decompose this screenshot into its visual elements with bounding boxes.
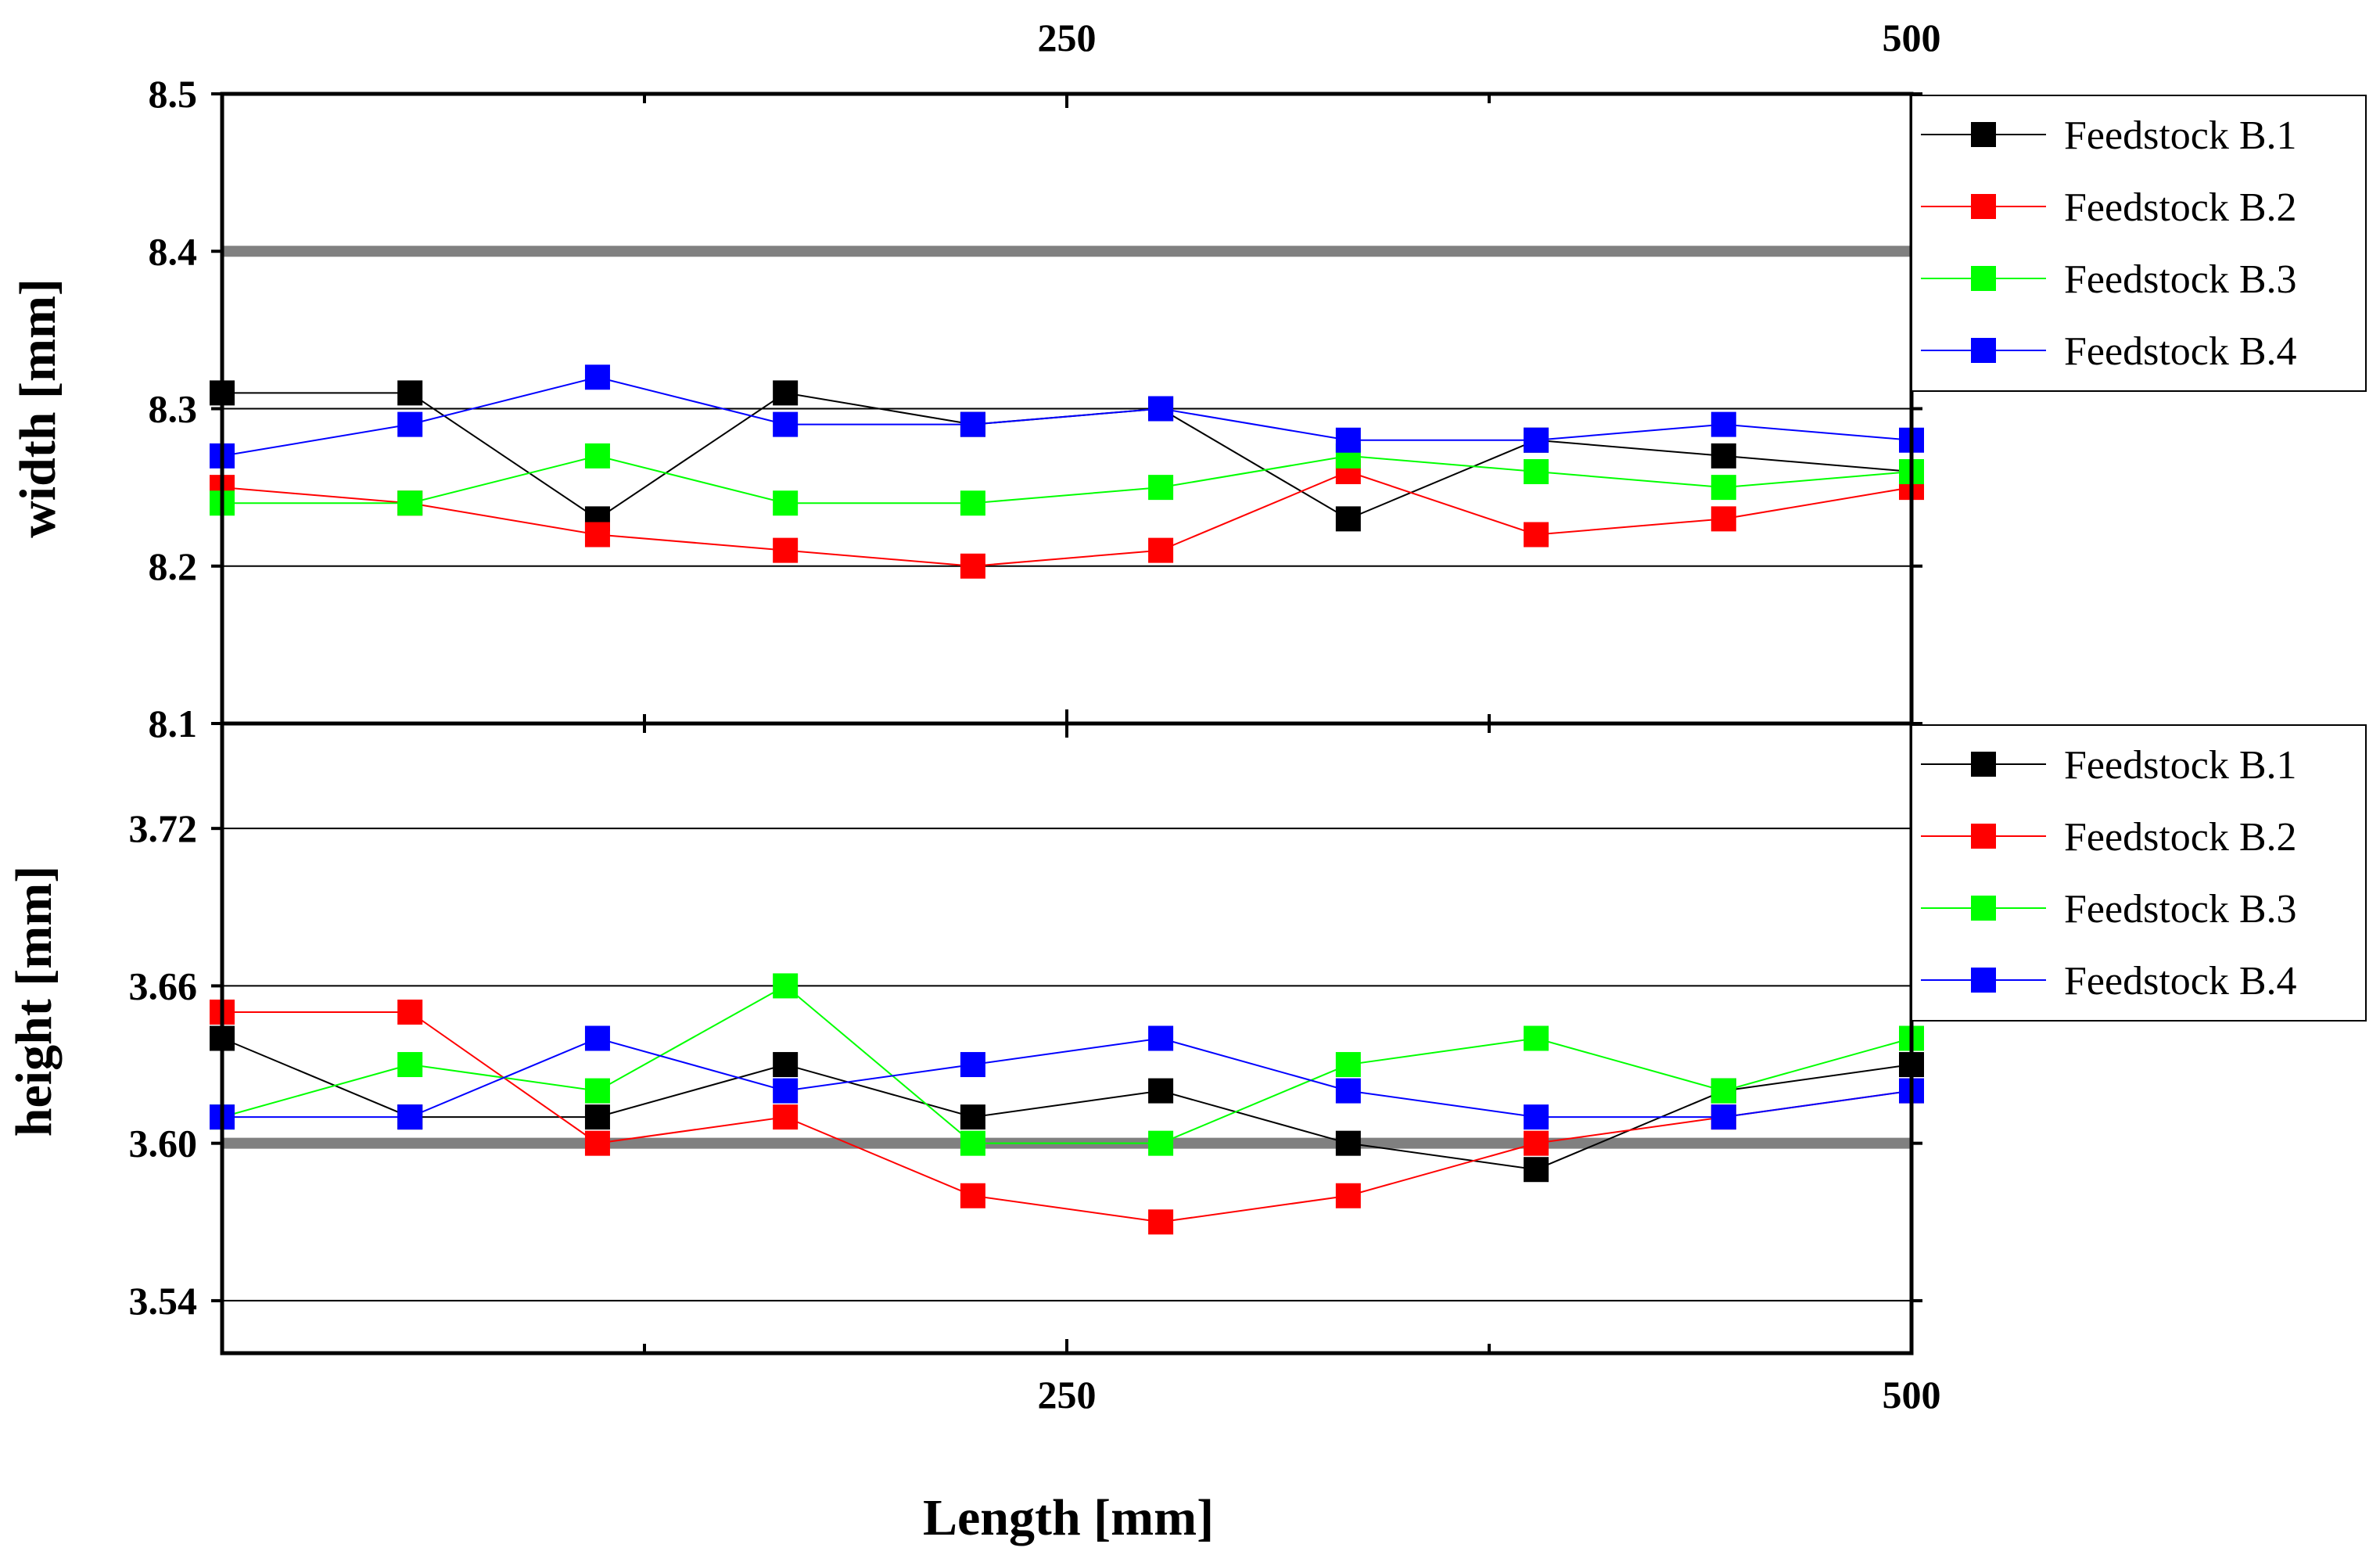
height-panel: 3.54 3.60 3.66 3.72 250 500 height [mm] [5,721,1941,1417]
series-4-point [1524,1104,1549,1130]
y-axis-title: height [mm] [5,866,63,1136]
series-3-point [960,1130,985,1156]
y-tick-label: 3.54 [129,1279,198,1323]
series-3-point [584,1078,610,1104]
width-panel: 8.1 8.2 8.3 8.4 8.5 250 500 width [mm] [9,16,1941,745]
series-2-point [1335,1183,1361,1208]
x-tick-label: 500 [1883,16,1941,59]
x-axis-title: Length [mm] [923,1489,1214,1546]
series-2-point [584,522,610,548]
series-1-point [1335,1130,1361,1156]
series-1-point [960,1104,985,1130]
series-2-point [1524,1130,1549,1156]
series-4-point [584,364,610,390]
series-2-point [960,553,985,579]
series-4-point [960,411,985,437]
legend-label-4: Feedstock B.4 [2064,959,2297,1004]
x-tick-label: 250 [1038,16,1097,59]
series-1-point [1335,506,1361,532]
legend-marker-4 [1971,338,1996,363]
legend-marker-4 [1971,968,1996,993]
series-2-point [773,537,799,563]
y-tick-label: 3.72 [129,806,198,850]
series-2-point [584,1130,610,1156]
series-4-point [397,1104,423,1130]
series-3-point [1711,1078,1736,1104]
series-2-point [1524,522,1549,548]
legend-marker-2 [1971,194,1996,219]
series-1-point [773,1052,799,1078]
series-3-point [773,973,799,999]
series-3-point [773,490,799,516]
series-4-point [1335,1078,1361,1104]
legend-label-1: Feedstock B.1 [2064,743,2297,788]
series-4-point [584,1025,610,1051]
series-line-3 [221,985,1912,1144]
y-tick-label: 8.1 [149,702,198,745]
legend-width: Feedstock B.1 Feedstock B.2 Feedstock B.3 F… [1911,95,2367,392]
legend-label-3: Feedstock B.3 [2064,887,2297,932]
legend-marker-1 [1971,752,1996,777]
series-2-point [1148,537,1174,563]
x-tick-label: 500 [1883,1373,1941,1417]
series-line-4 [222,1037,1912,1119]
series-1-point [397,380,423,406]
series-1-point [773,380,799,406]
series-3-point [1711,475,1736,501]
series-1-point [1711,443,1736,469]
series-3-point [1524,1025,1549,1051]
series-line-2 [221,470,1912,567]
legend-label-1: Feedstock B.1 [2064,113,2297,158]
x-tick-label: 250 [1038,1373,1097,1417]
series-4-point [1524,427,1549,453]
series-4-point [1711,411,1736,437]
series-3-point [397,1052,423,1078]
series-2-point [397,999,423,1025]
series-line-4 [221,376,1912,457]
series-2-point [773,1104,799,1130]
series-4-point [1148,1025,1174,1051]
series-4-point [773,1078,799,1104]
series-4-point [1711,1104,1736,1130]
series-2-point [1148,1209,1174,1235]
y-tick-label: 8.4 [149,229,198,273]
y-tick-label: 3.60 [129,1122,198,1165]
legend-label-2: Feedstock B.2 [2064,815,2297,860]
legend-height: Feedstock B.1 Feedstock B.2 Feedstock B.3 F… [1911,724,2367,1022]
series-3-point [1148,475,1174,501]
series-3-point [960,490,985,516]
legend-label-2: Feedstock B.2 [2064,185,2297,230]
series-1-point [1148,1078,1174,1104]
y-tick-label: 8.2 [149,544,198,588]
legend-marker-3 [1971,896,1996,921]
series-3-point [1524,459,1549,484]
y-axis-title: width [mm] [9,278,66,538]
series-4-point [397,411,423,437]
series-1-point [1524,1157,1549,1183]
series-4-point [1148,396,1174,422]
series-line-1 [222,392,1912,520]
legend-label-3: Feedstock B.3 [2064,257,2297,302]
series-2-point [960,1183,985,1208]
series-3-point [1148,1130,1174,1156]
series-line-3 [222,454,1912,505]
series-3-point [397,490,423,516]
y-tick-label: 3.66 [129,964,198,1007]
legend-label-4: Feedstock B.4 [2064,329,2297,374]
series-1-point [584,1104,610,1130]
series-4-point [1335,427,1361,453]
y-tick-label: 8.3 [149,387,198,431]
series-4-point [773,411,799,437]
legend-marker-3 [1971,266,1996,291]
legend-marker-2 [1971,824,1996,849]
y-tick-label: 8.5 [149,72,198,116]
series-3-point [1335,1052,1361,1078]
plot-frame [220,721,1914,1356]
series-4-point [960,1052,985,1078]
series-2-point [1711,506,1736,532]
series-3-point [584,443,610,469]
legend-marker-1 [1971,122,1996,147]
